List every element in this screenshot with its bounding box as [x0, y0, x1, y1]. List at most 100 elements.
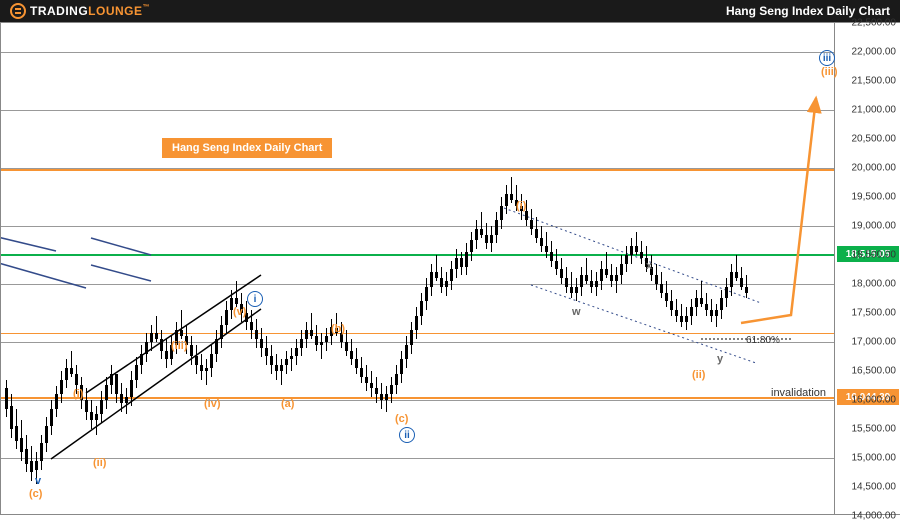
candle [445, 272, 448, 295]
candle [595, 272, 598, 295]
candle [485, 223, 488, 249]
candle [735, 255, 738, 281]
candle [305, 322, 308, 348]
candle [300, 330, 303, 356]
candle [490, 226, 493, 252]
candle [675, 299, 678, 322]
candle [95, 406, 98, 435]
candle [70, 351, 73, 377]
y-tick: 22,500.00 [852, 18, 897, 29]
candle [580, 267, 583, 296]
candle [215, 330, 218, 362]
candle [635, 232, 638, 255]
chart-badge: Hang Seng Index Daily Chart [161, 137, 333, 159]
candle [15, 409, 18, 450]
candle [135, 357, 138, 389]
candle [365, 365, 368, 391]
grid-line [1, 110, 834, 111]
candle [55, 386, 58, 418]
y-tick: 21,500.00 [852, 76, 897, 87]
horizontal-line [1, 169, 834, 171]
candle [125, 388, 128, 414]
candle [410, 322, 413, 354]
y-tick: 19,500.00 [852, 192, 897, 203]
candle [470, 232, 473, 261]
candle [640, 241, 643, 264]
candle [600, 261, 603, 290]
candle [380, 383, 383, 409]
candle [690, 299, 693, 325]
candle [155, 316, 158, 342]
chart-area: 18,515.0516,044.39Hang Seng Index Daily … [0, 22, 835, 515]
candle [260, 328, 263, 357]
candle [705, 293, 708, 316]
y-tick: 14,500.00 [852, 482, 897, 493]
logo-text: TRADINGLOUNGE™ [30, 4, 150, 18]
wave-label: (c) [29, 488, 42, 500]
candle [620, 255, 623, 284]
candle [85, 388, 88, 420]
candle [455, 249, 458, 278]
candle [105, 377, 108, 409]
candle [555, 249, 558, 275]
candle [460, 252, 463, 275]
candle [435, 255, 438, 281]
candle [60, 371, 63, 403]
y-tick: 18,500.00 [852, 250, 897, 261]
candle [680, 304, 683, 327]
candle [665, 281, 668, 307]
candle [320, 333, 323, 359]
candle [685, 307, 688, 330]
candle [160, 330, 163, 359]
candle [545, 232, 548, 258]
candle [225, 301, 228, 333]
candle [700, 281, 703, 307]
y-tick: 15,500.00 [852, 424, 897, 435]
wave-circle-label: i [247, 291, 263, 307]
candle [5, 380, 8, 418]
candle [355, 348, 358, 374]
candle [710, 299, 713, 322]
candle [575, 278, 578, 301]
candle [250, 310, 253, 339]
chart-title: Hang Seng Index Daily Chart [726, 4, 890, 18]
candle [220, 316, 223, 348]
y-tick: 14,000.00 [852, 511, 897, 522]
wave-label: y [717, 353, 723, 365]
candle [565, 267, 568, 293]
candle [505, 185, 508, 214]
candle [370, 371, 373, 397]
candle [285, 351, 288, 374]
y-tick: 16,500.00 [852, 366, 897, 377]
candle [325, 328, 328, 351]
candle [290, 348, 293, 371]
y-tick: 19,000.00 [852, 221, 897, 232]
candle [345, 330, 348, 356]
wave-label: (ii) [692, 369, 705, 381]
candle [570, 272, 573, 298]
candle [660, 272, 663, 298]
candle [310, 313, 313, 339]
candle [265, 336, 268, 365]
wave-label: (i) [516, 200, 526, 212]
grid-line [1, 226, 834, 227]
candle [535, 217, 538, 243]
candle [585, 258, 588, 284]
candle [255, 319, 258, 348]
candle [130, 371, 133, 406]
wave-circle-label: ii [399, 427, 415, 443]
candle [670, 290, 673, 316]
candle [615, 267, 618, 293]
grid-line [1, 284, 834, 285]
candle [405, 336, 408, 368]
wave-circle-label: iii [819, 50, 835, 66]
candle [350, 339, 353, 365]
candle [10, 394, 13, 438]
candle [440, 267, 443, 293]
y-tick: 20,500.00 [852, 134, 897, 145]
candle [100, 391, 103, 423]
y-tick: 16,000.00 [852, 395, 897, 406]
candle [235, 281, 238, 307]
wave-label: v [35, 475, 41, 487]
candle [415, 307, 418, 339]
